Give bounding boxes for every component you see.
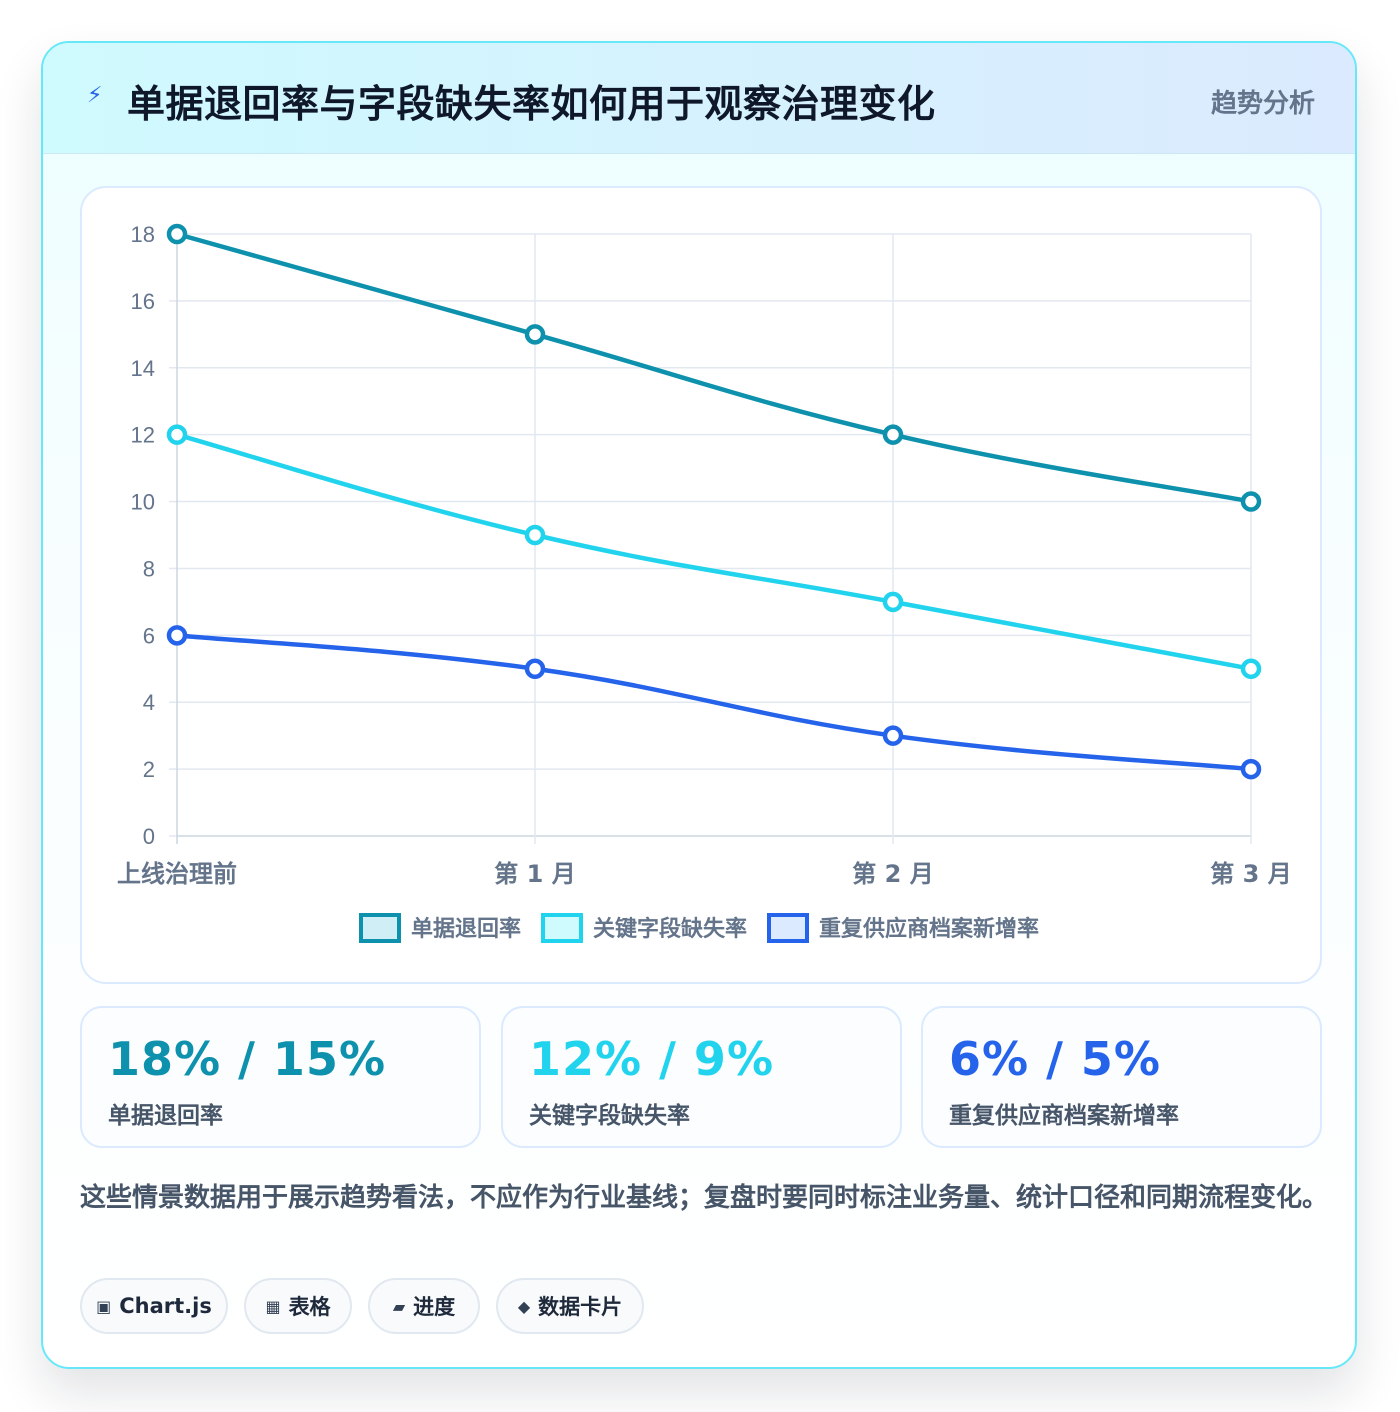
stat-value: 6% / 5% <box>949 1032 1162 1086</box>
x-tick-label: 第 3 月 <box>1210 860 1291 888</box>
data-point <box>524 524 546 546</box>
footnote: 这些情景数据用于展示趋势看法，不应作为行业基线；复盘时要同时标注业务量、统计口径… <box>80 1183 1329 1213</box>
data-point <box>166 223 188 245</box>
chip-progress[interactable]: ▰ 进度 <box>368 1278 480 1334</box>
legend-label: 单据退回率 <box>411 916 521 942</box>
legend-swatch <box>359 913 401 943</box>
y-tick-label: 0 <box>143 824 155 849</box>
y-tick-label: 4 <box>143 690 155 715</box>
stat-value: 12% / 9% <box>529 1032 775 1086</box>
series-line <box>174 231 1254 504</box>
chip-label: 进度 <box>413 1295 456 1319</box>
data-point <box>882 424 904 445</box>
chart-container: 0 2 4 6 8 10 12 14 16 18 上线治理前 第 1 月 第 2 月 第 3 月单据退回率… <box>80 186 1322 984</box>
chip-label: Chart.js <box>119 1294 212 1318</box>
bolt-icon: ⚡ <box>87 83 103 108</box>
x-tick-label: 第 2 月 <box>852 860 933 888</box>
legend-label: 重复供应商档案新增率 <box>819 916 1039 942</box>
y-tick-label: 6 <box>143 623 155 648</box>
data-point <box>1240 491 1262 512</box>
legend-label: 关键字段缺失率 <box>593 916 747 942</box>
chip-label: 表格 <box>288 1295 331 1319</box>
y-tick-label: 10 <box>131 490 155 515</box>
card-title: 单据退回率与字段缺失率如何用于观察治理变化 <box>127 82 936 126</box>
data-point <box>524 658 546 680</box>
data-point <box>1240 758 1262 780</box>
chip-chartjs[interactable]: ▣ Chart.js <box>80 1278 228 1334</box>
y-tick-label: 12 <box>131 423 155 448</box>
x-tick-label: 第 1 月 <box>494 860 575 888</box>
chip-data-card[interactable]: ◆ 数据卡片 <box>496 1278 644 1334</box>
legend-swatch <box>767 913 809 943</box>
legend-swatch <box>541 913 583 943</box>
trend-card: ⚡ 单据退回率与字段缺失率如何用于观察治理变化 趋势分析 0 2 4 6 8 10 12 14… <box>41 41 1357 1369</box>
data-point <box>882 725 904 746</box>
stat-card-missing-rate: 12% / 9% 关键字段缺失率 <box>501 1006 902 1148</box>
progress-icon: ▰ <box>392 1296 406 1316</box>
series-line <box>174 432 1254 672</box>
card-header: ⚡ 单据退回率与字段缺失率如何用于观察治理变化 趋势分析 <box>43 43 1355 154</box>
stat-label: 关键字段缺失率 <box>529 1103 690 1129</box>
y-tick-label: 8 <box>143 556 155 581</box>
chart-icon: ▣ <box>96 1296 112 1316</box>
chip-table[interactable]: ▦ 表格 <box>244 1278 352 1334</box>
data-point <box>882 591 904 613</box>
stat-card-return-rate: 18% / 15% 单据退回率 <box>80 1006 481 1148</box>
y-tick-label: 16 <box>131 289 155 314</box>
stat-card-duplicate-rate: 6% / 5% 重复供应商档案新增率 <box>921 1006 1322 1148</box>
data-point <box>1240 658 1262 680</box>
x-tick-label: 上线治理前 <box>117 860 237 888</box>
line-chart: 0 2 4 6 8 10 12 14 16 18 上线治理前 第 1 月 第 2 月 第 3 月单据退回率… <box>117 222 1292 943</box>
data-point <box>166 424 188 445</box>
stat-value: 18% / 15% <box>108 1032 387 1086</box>
series-line <box>174 633 1254 772</box>
stat-label: 重复供应商档案新增率 <box>949 1103 1179 1129</box>
data-point <box>524 324 546 345</box>
stat-label: 单据退回率 <box>108 1103 223 1129</box>
y-tick-label: 14 <box>131 356 155 381</box>
table-icon: ▦ <box>265 1296 281 1316</box>
diamond-icon: ◆ <box>517 1296 531 1316</box>
y-tick-label: 18 <box>131 222 155 247</box>
chip-label: 数据卡片 <box>538 1295 623 1319</box>
y-tick-label: 2 <box>143 757 155 782</box>
header-tag: 趋势分析 <box>1210 89 1315 119</box>
data-point <box>166 625 188 646</box>
